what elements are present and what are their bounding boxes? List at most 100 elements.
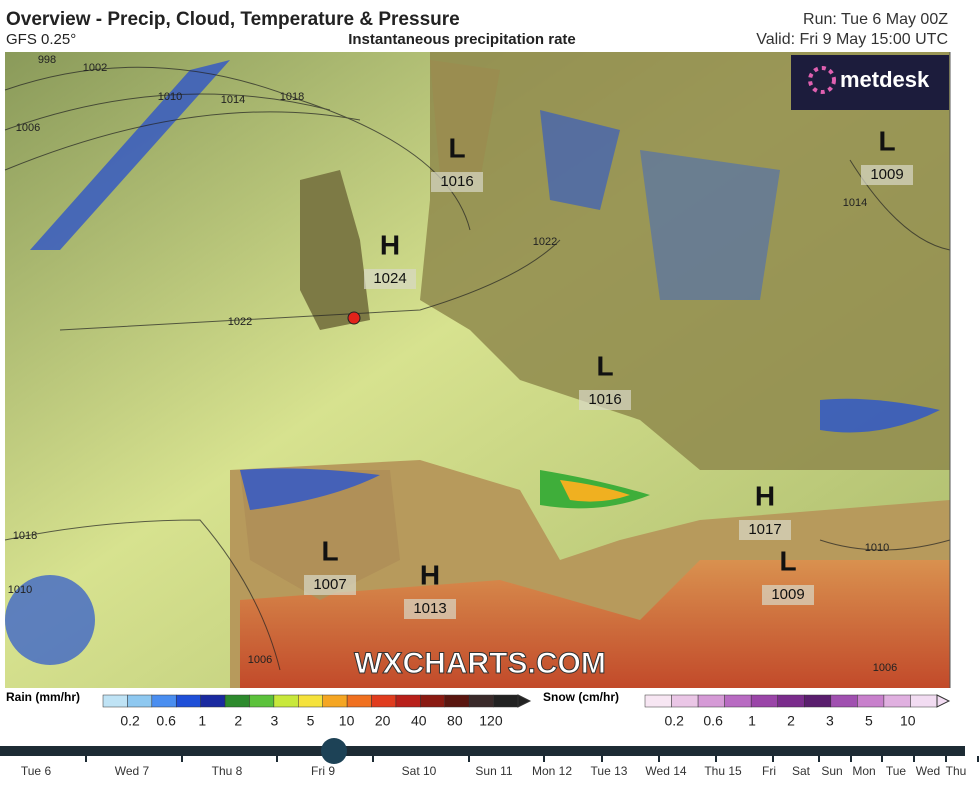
legend-tick: 0.6 (156, 713, 176, 729)
isobar-label: 998 (38, 54, 56, 66)
center-kind: H (755, 480, 775, 511)
timeline-label[interactable]: Wed 14 (645, 764, 686, 778)
center-value: 1009 (771, 586, 804, 603)
isobar-label: 1022 (228, 316, 252, 328)
legend-swatch (127, 694, 153, 708)
legend-swatch (777, 694, 805, 708)
precip-iberia (240, 468, 380, 510)
logo-box (791, 55, 949, 110)
legend-swatch (857, 694, 885, 708)
isobar (59, 239, 561, 331)
isobar (4, 93, 331, 131)
isobar (819, 539, 951, 551)
legend-tick: 3 (826, 713, 834, 729)
legend-swatch (102, 694, 128, 708)
center-kind: L (596, 350, 613, 381)
snow-legend-label: Snow (cm/hr) (543, 690, 619, 704)
isobar-label: 1018 (13, 530, 37, 542)
center-label-bg (431, 172, 483, 192)
legend-tick: 80 (447, 713, 463, 729)
center-value: 1009 (870, 166, 903, 183)
center-kind: L (448, 132, 465, 163)
isobar (4, 111, 361, 171)
timeline-knob[interactable] (321, 738, 347, 764)
precip-core (560, 480, 630, 502)
center-label-bg (364, 269, 416, 289)
timeline-label[interactable]: Sat 10 (402, 764, 437, 778)
legend-tick: 2 (787, 713, 795, 729)
legend-swatch (644, 694, 672, 708)
isobar-label: 1010 (865, 542, 889, 554)
isobar-label: 1006 (873, 662, 897, 674)
timeline-label[interactable]: Fri 9 (311, 764, 335, 778)
legend-swatch (298, 694, 323, 708)
timeline-label[interactable]: Sun 11 (475, 764, 512, 778)
isobar-label: 1010 (8, 584, 32, 596)
timeline-label[interactable]: Tue (886, 764, 907, 778)
center-label-bg (579, 390, 631, 410)
timeline-label[interactable]: Mon (852, 764, 875, 778)
center-label-bg (861, 165, 913, 185)
run: Run: Tue 6 May 00Z (803, 11, 948, 28)
isobar-labels: 998 1002 1006 1010 1014 1018 1022 1018 1022 1014 1… (8, 54, 897, 674)
timeline-label[interactable]: Sun (821, 764, 842, 778)
center-kind: L (321, 535, 338, 566)
timeline-label[interactable]: Wed 7 (115, 764, 150, 778)
uk (300, 170, 370, 330)
center-value: 1016 (588, 391, 621, 408)
legend-swatch (493, 694, 519, 708)
timeline-label[interactable]: Thu 15 (704, 764, 742, 778)
legend-tick: 1 (198, 713, 206, 729)
timeline-label[interactable]: Sat (792, 764, 811, 778)
timeline-track[interactable] (0, 746, 965, 756)
isobar-label: 1006 (248, 654, 272, 666)
center-kind: H (380, 229, 400, 260)
rain-legend-label: Rain (mm/hr) (6, 690, 80, 704)
location-marker (347, 311, 361, 325)
timeline-label[interactable]: Fri (762, 764, 776, 778)
center-value: 1007 (313, 576, 346, 593)
legend-swatch (273, 694, 299, 708)
timeline-label[interactable]: Mon 12 (532, 764, 572, 778)
legend-swatch (697, 694, 725, 708)
center-value: 1017 (748, 521, 781, 538)
center-value: 1024 (373, 270, 406, 287)
legend-tick: 3 (271, 713, 279, 729)
pressure-centers: L 1016 L 1009 H 1024 L 1016 H 1017 L 1009 L 1007 H 1013 (304, 125, 913, 619)
isobar-label: 1010 (158, 91, 182, 103)
legend-tick: 0.6 (703, 713, 723, 729)
watermark: WXCHARTS.COM (354, 647, 606, 680)
center-label-bg (739, 520, 791, 540)
timeline-label[interactable]: Tue 6 (21, 764, 52, 778)
legend-swatch (468, 694, 494, 708)
legend-swatch (671, 694, 699, 708)
timeline-label[interactable]: Tue 13 (591, 764, 628, 778)
legend-tick: 10 (339, 713, 355, 729)
legend-swatch (444, 694, 470, 708)
timeline-label[interactable]: Wed (916, 764, 940, 778)
precip-russia (640, 150, 780, 300)
precip-band (30, 60, 230, 250)
scandinavia (430, 60, 500, 180)
legend-swatch (249, 694, 275, 708)
legend-tick: 0.2 (664, 713, 684, 729)
legend-swatch (804, 694, 832, 708)
legends: 0.2 0.6 1 2 3 5 10 20 40 80 120 0.2 0.6 1 2 3 5 10 (102, 694, 951, 729)
legend-swatch (750, 694, 778, 708)
center-kind: L (779, 545, 796, 576)
legend-swatch (724, 694, 752, 708)
legend-swatch (151, 694, 177, 708)
legend-swatch (346, 694, 372, 708)
title: Overview - Precip, Cloud, Temperature & … (6, 9, 460, 30)
legend-swatch (200, 694, 226, 708)
map: L 1016 L 1009 H 1024 L 1016 H 1017 L 1009 L 1007 H 1013… (4, 52, 951, 688)
timeline-label[interactable]: Thu (946, 764, 967, 778)
center-value: 1016 (440, 173, 473, 190)
center-label-bg (404, 599, 456, 619)
logo-text: metdesk (840, 67, 930, 92)
timeline-label[interactable]: Thu 8 (212, 764, 243, 778)
legend-tick: 120 (479, 713, 503, 729)
isobar-label: 1014 (843, 197, 867, 209)
legend-swatch (322, 694, 348, 708)
subtitle: Instantaneous precipitation rate (348, 31, 576, 48)
